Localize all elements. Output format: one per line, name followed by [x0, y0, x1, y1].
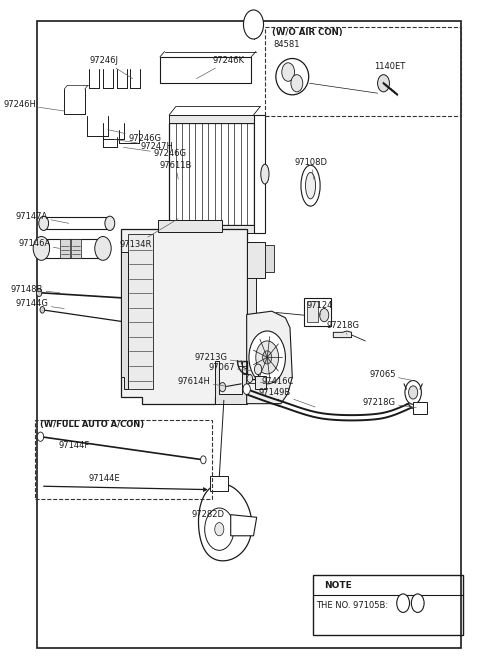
- Text: 97246G: 97246G: [123, 148, 186, 158]
- Text: 97614H: 97614H: [178, 377, 228, 387]
- Text: 97611B: 97611B: [159, 162, 192, 179]
- Bar: [39, 238, 105, 258]
- Text: 1: 1: [401, 598, 406, 608]
- Circle shape: [201, 456, 206, 464]
- Text: 2: 2: [251, 20, 256, 29]
- Bar: [169, 115, 253, 123]
- Polygon shape: [247, 311, 292, 404]
- Text: 97213G: 97213G: [194, 353, 244, 362]
- Circle shape: [122, 295, 125, 301]
- Circle shape: [140, 322, 144, 327]
- Ellipse shape: [261, 164, 269, 184]
- Bar: [313, 575, 463, 635]
- Text: 97246H: 97246H: [3, 100, 64, 111]
- Circle shape: [204, 508, 234, 550]
- Bar: [169, 123, 253, 225]
- Polygon shape: [204, 488, 207, 491]
- Text: NOTE: NOTE: [324, 581, 352, 590]
- Text: 97282D: 97282D: [192, 510, 225, 519]
- Circle shape: [219, 383, 226, 392]
- Polygon shape: [215, 361, 247, 404]
- Text: 97108D: 97108D: [295, 158, 327, 179]
- Text: 97146A: 97146A: [18, 239, 60, 248]
- Ellipse shape: [276, 58, 309, 95]
- Bar: [247, 242, 256, 361]
- Circle shape: [243, 10, 264, 39]
- Text: 97148B: 97148B: [11, 285, 60, 294]
- Circle shape: [36, 289, 42, 297]
- Circle shape: [263, 351, 272, 364]
- Circle shape: [411, 594, 424, 612]
- Polygon shape: [121, 225, 247, 404]
- Bar: [247, 242, 265, 278]
- Circle shape: [249, 331, 286, 384]
- Circle shape: [39, 216, 48, 230]
- Circle shape: [320, 308, 329, 322]
- Bar: [307, 301, 318, 322]
- Circle shape: [105, 216, 115, 230]
- Bar: [413, 402, 427, 414]
- Bar: [265, 27, 461, 117]
- Text: 97134R: 97134R: [120, 218, 178, 249]
- Bar: [128, 234, 153, 389]
- Text: (W/FULL AUTO A/CON): (W/FULL AUTO A/CON): [40, 420, 144, 429]
- Bar: [265, 245, 274, 271]
- Circle shape: [247, 375, 252, 383]
- Bar: [253, 115, 265, 233]
- Text: 97144G: 97144G: [16, 299, 64, 308]
- Bar: [210, 477, 228, 491]
- Ellipse shape: [291, 75, 303, 92]
- Circle shape: [37, 432, 44, 442]
- Polygon shape: [231, 514, 257, 536]
- Bar: [304, 298, 331, 326]
- Bar: [169, 225, 253, 233]
- Bar: [60, 238, 70, 258]
- Circle shape: [256, 341, 278, 374]
- Circle shape: [408, 386, 418, 399]
- Text: 97246G: 97246G: [108, 130, 161, 142]
- Polygon shape: [121, 252, 128, 389]
- Bar: [160, 57, 251, 83]
- Ellipse shape: [215, 522, 224, 536]
- Circle shape: [243, 384, 250, 395]
- Text: 1140ET: 1140ET: [374, 62, 406, 71]
- Circle shape: [33, 236, 49, 260]
- Text: 97218G: 97218G: [363, 398, 416, 408]
- Ellipse shape: [282, 63, 295, 81]
- Text: THE NO. 97105B:: THE NO. 97105B:: [316, 600, 391, 610]
- Text: 97147A: 97147A: [16, 212, 69, 223]
- Bar: [71, 238, 81, 258]
- Circle shape: [397, 594, 409, 612]
- Text: 97067: 97067: [208, 363, 251, 372]
- Text: 97144E: 97144E: [88, 474, 120, 483]
- Bar: [41, 217, 112, 229]
- Circle shape: [408, 395, 418, 408]
- Text: 97065: 97065: [369, 370, 413, 381]
- Text: 97246K: 97246K: [196, 56, 244, 79]
- Text: 97124: 97124: [307, 301, 333, 315]
- Ellipse shape: [305, 173, 315, 199]
- Bar: [35, 420, 213, 499]
- Circle shape: [95, 236, 111, 260]
- Text: 97149B: 97149B: [259, 388, 315, 407]
- Circle shape: [254, 364, 262, 375]
- Circle shape: [378, 75, 389, 92]
- Bar: [158, 220, 222, 232]
- Text: 84581: 84581: [273, 40, 300, 49]
- Polygon shape: [333, 331, 351, 338]
- Circle shape: [405, 381, 421, 404]
- Text: 97218G: 97218G: [326, 321, 360, 334]
- Circle shape: [40, 307, 45, 313]
- Text: 2: 2: [415, 598, 420, 608]
- Text: -: -: [411, 598, 414, 608]
- Bar: [255, 376, 266, 389]
- Text: (W/O AIR CON): (W/O AIR CON): [272, 28, 342, 37]
- Ellipse shape: [301, 166, 320, 206]
- Text: 97416C: 97416C: [260, 377, 294, 386]
- Text: 97144F: 97144F: [58, 441, 90, 449]
- Text: 97247H: 97247H: [114, 140, 174, 150]
- Text: 97246J: 97246J: [90, 56, 132, 79]
